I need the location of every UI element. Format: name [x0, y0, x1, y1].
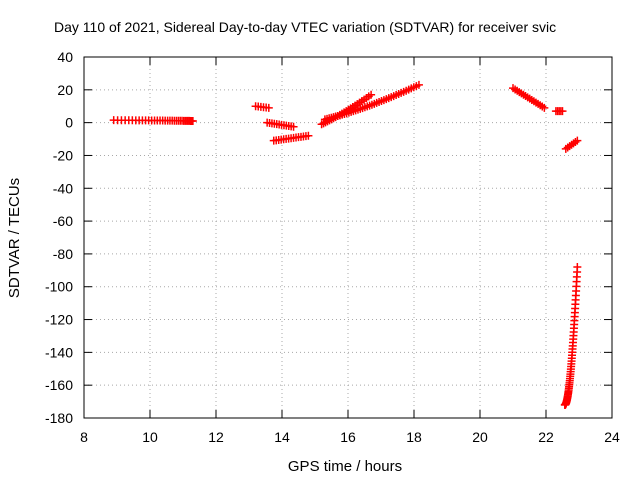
y-tick-label: -160	[45, 377, 73, 393]
x-tick-label: 24	[604, 429, 620, 445]
grid-lines	[84, 57, 612, 418]
y-tick-label: 40	[57, 49, 73, 65]
x-tick-label: 22	[538, 429, 554, 445]
data-segment	[561, 136, 582, 153]
data-point	[289, 122, 298, 131]
data-segment	[263, 118, 298, 131]
y-tick-label: -100	[45, 279, 73, 295]
data-point	[367, 90, 376, 99]
data-segment	[509, 84, 549, 112]
x-axis-label: GPS time / hours	[288, 458, 402, 475]
data-point	[188, 116, 197, 125]
y-tick-label: -40	[53, 180, 73, 196]
data-point	[540, 103, 549, 112]
data-point	[573, 136, 582, 145]
data-points	[109, 80, 582, 409]
y-tick-label: 20	[57, 82, 73, 98]
x-tick-label: 12	[208, 429, 224, 445]
data-segment	[320, 80, 423, 124]
x-tick-label: 14	[274, 429, 290, 445]
y-tick-label: -80	[53, 246, 73, 262]
x-tick-label: 20	[472, 429, 488, 445]
y-tick-labels: 40 20 0 -20 -40 -60 -80 -100 -120 -140 -160 -180	[45, 49, 73, 426]
y-tick-label: -120	[45, 312, 73, 328]
data-point	[264, 103, 273, 112]
data-segment	[109, 116, 197, 125]
data-point	[558, 107, 567, 116]
y-axis-label: SDTVAR / TECUs	[6, 178, 23, 298]
y-tick-label: -140	[45, 344, 73, 360]
data-point	[573, 263, 582, 272]
data-segment	[251, 102, 273, 112]
chart-title: Day 110 of 2021, Sidereal Day-to-day VTE…	[54, 19, 556, 35]
data-point	[304, 131, 313, 140]
plot-area-frame	[83, 56, 613, 419]
data-point	[414, 80, 423, 89]
x-tick-labels: 8 10 12 14 16 18 20 22 24	[80, 429, 620, 445]
y-tick-label: -60	[53, 213, 73, 229]
data-segment	[560, 263, 582, 409]
x-tick-label: 18	[406, 429, 422, 445]
y-tick-label: 0	[65, 115, 73, 131]
x-tick-label: 8	[80, 429, 88, 445]
x-tick-label: 10	[142, 429, 158, 445]
data-segment	[269, 131, 313, 145]
x-tick-label: 16	[340, 429, 356, 445]
y-tick-label: -20	[53, 147, 73, 163]
y-tick-label: -180	[45, 410, 73, 426]
data-segment	[551, 107, 567, 116]
